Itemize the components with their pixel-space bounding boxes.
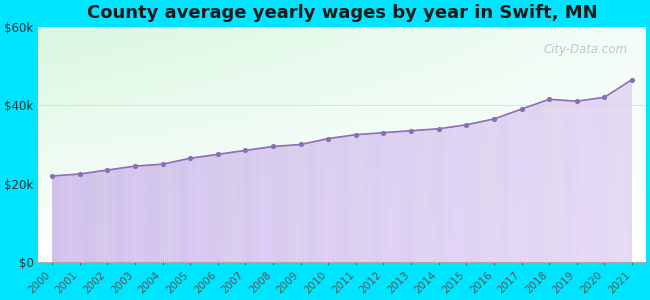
Point — [296, 142, 306, 147]
Point — [571, 99, 582, 103]
Text: City-Data.com: City-Data.com — [543, 43, 628, 56]
Point — [185, 156, 196, 161]
Point — [461, 122, 471, 127]
Point — [406, 128, 416, 133]
Point — [350, 132, 361, 137]
Point — [599, 95, 610, 100]
Point — [75, 172, 85, 176]
Title: County average yearly wages by year in Swift, MN: County average yearly wages by year in S… — [86, 4, 597, 22]
Point — [213, 152, 223, 157]
Point — [627, 77, 637, 82]
Point — [102, 168, 112, 172]
Point — [434, 126, 444, 131]
Point — [240, 148, 251, 153]
Point — [130, 164, 140, 169]
Point — [378, 130, 389, 135]
Point — [47, 173, 57, 178]
Point — [323, 136, 333, 141]
Point — [544, 97, 554, 102]
Point — [516, 107, 526, 112]
Point — [489, 116, 499, 121]
Point — [268, 144, 278, 149]
Point — [157, 162, 168, 167]
